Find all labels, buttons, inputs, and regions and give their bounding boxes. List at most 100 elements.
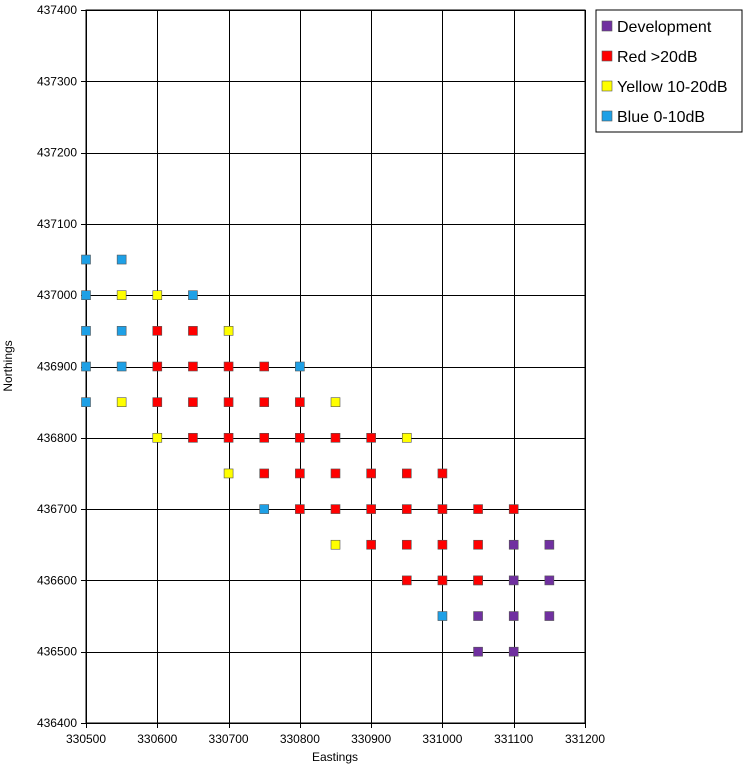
point-development (508, 575, 519, 586)
x-tick-label: 331100 (494, 732, 533, 746)
y-tick-label: 436500 (37, 645, 77, 659)
point-red-20db (188, 432, 198, 443)
point-yellow-10-20db (152, 290, 163, 301)
x-tick-label: 330500 (66, 732, 106, 746)
y-tick-label: 437400 (37, 3, 77, 17)
point-red-20db (259, 361, 270, 372)
point-red-20db (330, 468, 341, 479)
legend-box (595, 9, 743, 133)
legend-label-red-20db: Red >20dB (617, 49, 698, 66)
point-development (473, 611, 483, 621)
legend-swatch-yellow-10-20db (601, 80, 613, 92)
point-red-20db (366, 432, 376, 443)
x-tick-label: 330900 (351, 732, 391, 746)
point-yellow-10-20db (330, 397, 341, 407)
point-blue-0-10db (116, 254, 127, 265)
point-yellow-10-20db (116, 397, 127, 407)
y-tick-label: 437300 (37, 74, 77, 88)
point-development (508, 611, 519, 621)
point-yellow-10-20db (223, 468, 234, 479)
x-tick-labels: 330500 330600 330700 330800 330900 331000 3311… (66, 732, 605, 746)
point-blue-0-10db (295, 361, 305, 372)
point-blue-0-10db (81, 326, 91, 336)
y-tick-label: 437000 (37, 288, 77, 302)
point-blue-0-10db (437, 611, 448, 621)
point-yellow-10-20db (401, 432, 412, 443)
legend-label-blue-0-10db: Blue 0-10dB (617, 109, 705, 126)
point-red-20db (401, 539, 412, 550)
x-tick-label: 331000 (422, 732, 462, 746)
point-yellow-10-20db (330, 539, 341, 550)
y-axis-title: Northings (1, 340, 15, 391)
point-red-20db (473, 504, 483, 514)
point-red-20db (259, 432, 270, 443)
point-blue-0-10db (116, 361, 127, 372)
point-blue-0-10db (81, 361, 91, 372)
point-red-20db (223, 432, 234, 443)
point-red-20db (437, 575, 448, 586)
legend-label-development: Development (617, 19, 712, 36)
y-tick-label: 436800 (37, 431, 77, 445)
point-development (544, 611, 555, 621)
point-red-20db (437, 468, 448, 479)
point-red-20db (295, 397, 305, 407)
x-tick-label: 330700 (209, 732, 249, 746)
point-red-20db (401, 504, 412, 514)
point-red-20db (259, 397, 270, 407)
legend-swatch-red-20db (601, 50, 613, 62)
legend-label-yellow-10-20db: Yellow 10-20dB (617, 79, 728, 96)
point-blue-0-10db (188, 290, 198, 301)
point-red-20db (508, 504, 519, 514)
point-red-20db (295, 504, 305, 514)
point-development (508, 539, 519, 550)
legend-swatch-blue-0-10db (601, 110, 613, 122)
y-tick-label: 436400 (37, 716, 77, 730)
point-development (508, 646, 519, 657)
y-tick-label: 436900 (37, 360, 77, 374)
point-red-20db (152, 361, 163, 372)
point-blue-0-10db (81, 254, 91, 265)
point-red-20db (366, 468, 376, 479)
point-blue-0-10db (81, 290, 91, 301)
point-yellow-10-20db (223, 326, 234, 336)
y-tick-label: 437200 (37, 146, 77, 160)
point-development (473, 646, 483, 657)
point-red-20db (259, 468, 270, 479)
x-tick-label: 330800 (280, 732, 320, 746)
point-red-20db (437, 504, 448, 514)
point-red-20db (188, 397, 198, 407)
x-tick-label: 331200 (565, 732, 605, 746)
point-red-20db (188, 361, 198, 372)
point-blue-0-10db (259, 504, 270, 514)
point-red-20db (295, 432, 305, 443)
point-yellow-10-20db (152, 432, 163, 443)
y-tick-label: 436700 (37, 502, 77, 516)
point-development (544, 539, 555, 550)
point-red-20db (330, 432, 341, 443)
x-tick-label: 330600 (137, 732, 177, 746)
legend-swatch-development (601, 20, 613, 32)
point-red-20db (366, 539, 376, 550)
point-red-20db (401, 468, 412, 479)
y-tick-label: 437100 (37, 217, 77, 231)
point-red-20db (473, 575, 483, 586)
point-red-20db (473, 539, 483, 550)
point-red-20db (366, 504, 376, 514)
plot-area (86, 10, 585, 723)
legend: Development Red >20dB Yellow 10-20dB Blue 0… (595, 9, 743, 133)
point-red-20db (437, 539, 448, 550)
point-red-20db (152, 397, 163, 407)
point-red-20db (152, 326, 163, 336)
point-yellow-10-20db (116, 290, 127, 301)
point-blue-0-10db (81, 397, 91, 407)
point-red-20db (223, 397, 234, 407)
point-red-20db (401, 575, 412, 586)
point-red-20db (330, 504, 341, 514)
point-red-20db (223, 361, 234, 372)
data-points (81, 254, 555, 657)
y-tick-label: 436600 (37, 573, 77, 587)
y-tick-labels: 436400 436500 436600 436700 436800 436900 4370… (37, 3, 77, 730)
point-blue-0-10db (116, 326, 127, 336)
point-development (544, 575, 555, 586)
point-red-20db (295, 468, 305, 479)
